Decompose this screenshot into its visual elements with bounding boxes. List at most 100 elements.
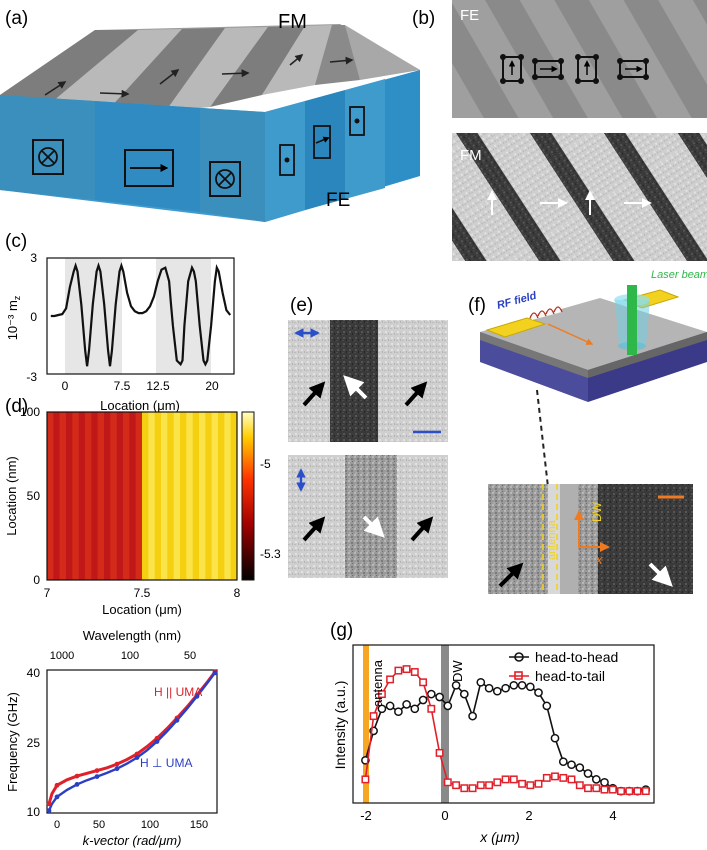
d-ylabel: Location (nm) [4, 456, 19, 535]
g-point-htt [485, 781, 494, 790]
g-point-htt [542, 773, 551, 782]
disp-point [154, 739, 160, 744]
fm-image-label: FM [460, 147, 482, 164]
heatmap-cell [230, 412, 238, 580]
panel-e-letter: (e) [290, 295, 313, 316]
g-xtick-neg2: -2 [360, 808, 372, 823]
heatmap-cell [97, 412, 105, 580]
panel-d-letter: (d) [5, 396, 28, 417]
f-antenna-label: antenna [546, 519, 558, 560]
f-x-label: x [595, 552, 603, 567]
c-ytick-neg3: -3 [26, 370, 37, 384]
c-series-line [50, 262, 232, 367]
g-point-htt [625, 787, 634, 796]
g-point-htt [402, 665, 411, 674]
g-point-hth [517, 680, 527, 690]
heatmap-cell [180, 412, 187, 580]
fm-micrograph [452, 133, 707, 261]
disp-point [134, 751, 140, 757]
disp-ytick-25: 25 [27, 736, 41, 750]
g-point-htt [427, 704, 436, 713]
g-point-hth [385, 701, 395, 711]
heatmap-cell [104, 412, 111, 580]
disp-xtick-150: 150 [190, 819, 208, 831]
disp-point [46, 808, 52, 814]
heatmap-cell [91, 412, 98, 580]
g-series-group [361, 665, 651, 796]
cbar-tick-5: -5 [260, 457, 271, 471]
c-xtick-0: 0 [62, 379, 69, 393]
heatmap-cell [148, 412, 155, 580]
disp-point [114, 766, 120, 772]
disp-series-perp [47, 672, 216, 812]
g-point-hth [426, 689, 436, 699]
panel-b-letter: (b) [412, 8, 435, 29]
g-point-htt [435, 748, 444, 757]
heatmap-cell [211, 412, 219, 580]
g-point-htt [617, 787, 625, 796]
disp-point [74, 782, 80, 787]
c-xtick-7-5: 7.5 [114, 379, 131, 393]
disp-point [134, 755, 140, 760]
fe-label: FE [326, 190, 350, 211]
disp-ylabel: Frequency (GHz) [5, 692, 20, 792]
g-point-htt [369, 712, 378, 721]
panel-g-letter: (g) [330, 620, 353, 641]
g-point-hth [418, 695, 428, 705]
g-point-htt [468, 784, 477, 793]
heatmap-cell [47, 412, 54, 580]
g-point-hth [534, 688, 543, 697]
c-ytick-0: 0 [30, 310, 37, 324]
heatmap-cell [218, 412, 225, 580]
panel-b: (b) FE FM [412, 0, 707, 261]
legend-head-to-head: head-to-head [535, 649, 618, 665]
g-point-hth [435, 692, 444, 702]
disp-point [54, 794, 60, 800]
panel-c: (c) 3 0 -3 0 7.5 12.5 20 Location (μm) 1… [5, 231, 235, 413]
g-point-htt [377, 690, 386, 699]
disp-markers [46, 669, 218, 814]
panel-e: (e) [288, 295, 448, 578]
g-point-hth [575, 763, 585, 772]
heatmap-cell [167, 412, 174, 580]
d-ytick-50: 50 [27, 489, 41, 503]
g-point-htt [608, 785, 617, 794]
g-point-hth [600, 777, 609, 787]
g-point-hth [567, 760, 576, 770]
heatmap-cell [192, 412, 200, 580]
panel-a: (a) FM FE [0, 8, 420, 222]
g-xtick-0: 0 [441, 808, 448, 823]
g-point-hth [492, 686, 502, 696]
g-point-hth [410, 704, 420, 714]
g-point-htt [509, 775, 518, 784]
d-ytick-100: 100 [20, 405, 40, 419]
g-point-htt [551, 772, 559, 781]
c-ytick-3: 3 [30, 251, 37, 265]
g-point-htt [501, 775, 510, 784]
g-point-htt [452, 781, 461, 790]
g-point-hth [476, 677, 486, 687]
heatmap-cell [78, 412, 86, 580]
g-point-hth [525, 682, 535, 692]
g-point-htt [518, 779, 527, 788]
panel-f: (f) RF field Laser beam antenna x [468, 269, 707, 594]
g-point-htt [633, 787, 642, 796]
disp-point [94, 768, 100, 773]
g-point-htt [526, 781, 535, 790]
g-point-hth [484, 683, 494, 693]
c-xlabel: Location (μm) [100, 398, 180, 413]
disp-xlabel: k-vector (rad/μm) [83, 833, 182, 848]
g-dw-label: DW [450, 660, 465, 682]
g-point-htt [575, 781, 584, 790]
d-xlabel: Location (μm) [102, 602, 182, 617]
heatmap-cell [129, 412, 136, 580]
c-xtick-20: 20 [205, 379, 219, 393]
panel-c-letter: (c) [5, 231, 27, 252]
g-antenna-label: antenna [370, 659, 385, 707]
g-point-hth [501, 683, 510, 693]
disp-perp-label: H ⊥ UMA [140, 756, 192, 770]
g-point-hth [451, 680, 461, 690]
heatmap-cell [59, 412, 67, 580]
g-point-htt [476, 781, 485, 790]
